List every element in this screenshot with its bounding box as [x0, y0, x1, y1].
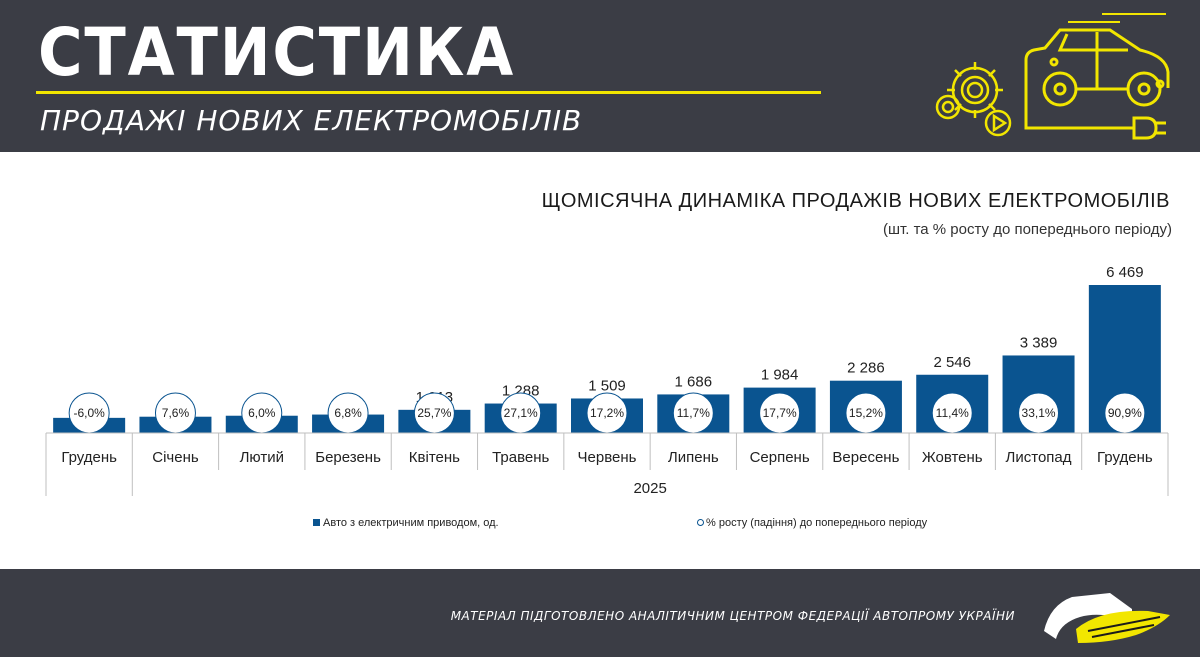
bar-value-label: 1 509 — [588, 377, 626, 394]
ev-illustration — [935, 13, 1170, 140]
bar-value-label: 2 286 — [847, 360, 885, 377]
growth-label: 7,6% — [162, 406, 190, 420]
year-group-label: 2025 — [633, 480, 666, 497]
x-tick-label: Червень — [578, 449, 637, 466]
legend-growth: % росту (падіння) до попереднього період… — [697, 517, 927, 529]
x-tick-label: Липень — [668, 449, 719, 466]
legend-swatch — [313, 519, 320, 526]
x-tick-label: Вересень — [832, 449, 899, 466]
car-logo-icon — [1044, 593, 1170, 643]
growth-label: 11,4% — [936, 406, 969, 420]
growth-label: 90,9% — [1108, 406, 1142, 420]
footer-banner: МАТЕРІАЛ ПІДГОТОВЛЕНО АНАЛІТИЧНИМ ЦЕНТРО… — [0, 569, 1200, 657]
title-underline — [36, 91, 821, 94]
electric-car-icon — [1024, 28, 1170, 107]
growth-label: 17,2% — [590, 406, 624, 420]
legend-bars: Авто з електричним приводом, од. — [313, 517, 499, 529]
bar-chart: 662-6,0%Грудень7127,6%Січень7556,0%Лютий… — [45, 264, 1169, 497]
bar-value-label: 1 984 — [761, 367, 799, 384]
x-tick-label: Грудень — [61, 449, 117, 466]
footer-credit: МАТЕРІАЛ ПІДГОТОВЛЕНО АНАЛІТИЧНИМ ЦЕНТРО… — [450, 609, 1015, 623]
bar-value-label: 3 389 — [1020, 334, 1058, 351]
page-title: СТАТИСТИКА — [38, 14, 516, 91]
x-tick-label: Лютий — [240, 449, 284, 466]
chart-title: ЩОМІСЯЧНА ДИНАМІКА ПРОДАЖІВ НОВИХ ЕЛЕКТР… — [541, 190, 1170, 212]
growth-label: 6,0% — [248, 406, 276, 420]
x-tick-label: Березень — [315, 449, 381, 466]
legend-bars-label: Авто з електричним приводом, од. — [323, 517, 499, 529]
growth-label: 17,7% — [763, 406, 797, 420]
header-banner: СТАТИСТИКА ПРОДАЖІ НОВИХ ЕЛЕКТРОМОБІЛІВ — [0, 0, 1200, 152]
growth-label: 6,8% — [334, 406, 362, 420]
growth-label: -6,0% — [73, 406, 105, 420]
x-tick-label: Грудень — [1097, 449, 1153, 466]
growth-label: 27,1% — [504, 406, 538, 420]
x-tick-label: Квітень — [409, 449, 460, 466]
legend-growth-label: % росту (падіння) до попереднього період… — [706, 517, 928, 529]
x-tick-label: Січень — [152, 449, 199, 466]
growth-label: 33,1% — [1022, 406, 1056, 420]
x-tick-label: Серпень — [750, 449, 810, 466]
bar-value-label: 6 469 — [1106, 264, 1144, 281]
bar-value-label: 2 546 — [933, 354, 971, 371]
growth-label: 15,2% — [849, 406, 883, 420]
x-tick-label: Жовтень — [922, 449, 983, 466]
plug-icon — [1024, 88, 1166, 140]
x-tick-label: Листопад — [1006, 449, 1072, 466]
growth-label: 11,7% — [677, 406, 710, 420]
play-icon — [984, 109, 1012, 137]
x-tick-label: Травень — [492, 449, 549, 466]
bar-value-label: 1 686 — [675, 373, 713, 390]
legend-ring — [697, 519, 704, 526]
chart-subtitle: (шт. та % росту до попереднього періоду) — [883, 221, 1172, 238]
speed-lines-icon — [1068, 13, 1166, 23]
gear-icon — [935, 62, 1003, 120]
page-subtitle: ПРОДАЖІ НОВИХ ЕЛЕКТРОМОБІЛІВ — [40, 104, 583, 137]
growth-label: 25,7% — [417, 406, 451, 420]
